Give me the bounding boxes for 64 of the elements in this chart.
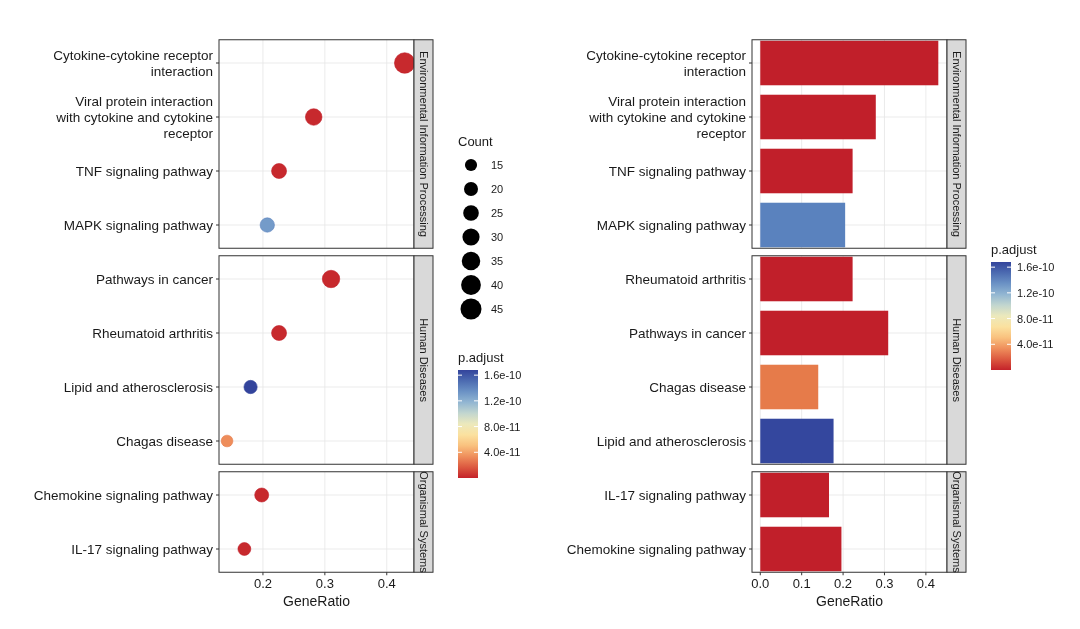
x-tick-label: 0.0: [751, 576, 770, 592]
x-tick-label: 0.2: [834, 576, 853, 592]
x-axis-title: GeneRatio: [283, 593, 351, 610]
y-tick-label: Viral protein interaction with cytokine and cytokine receptor: [55, 93, 214, 141]
bar: [760, 526, 842, 572]
y-tick-label: Chagas disease: [649, 379, 746, 395]
legend-label: 45: [491, 303, 504, 315]
y-tick-label: Pathways in cancer: [95, 271, 214, 287]
text: Environmental Information Processing: [950, 51, 963, 237]
bar: [760, 148, 853, 194]
legend-label: 30: [491, 231, 504, 243]
color-bar-label: 4.0e-11: [1017, 338, 1054, 351]
color-bar-title: p.adjust: [991, 242, 1037, 257]
y-tick-label: Lipid and atherosclerosis: [596, 433, 747, 449]
y-tick-label: Viral protein interaction with cytokine and cytokine receptor: [588, 93, 747, 141]
bar: [760, 364, 819, 410]
color-bar-label: 1.2e-10: [484, 394, 522, 407]
x-axis-title: GeneRatio: [816, 593, 884, 610]
text: Organismal Systems: [950, 471, 963, 574]
y-tick-label: MAPK signaling pathway: [596, 217, 747, 233]
y-tick-label: Chemokine signaling pathway: [33, 487, 214, 503]
legend-label: 35: [491, 255, 504, 267]
bar: [760, 202, 846, 248]
legend-label: 25: [491, 207, 504, 219]
color-bar-label: 1.6e-10: [484, 369, 522, 382]
y-tick-label: Rheumatoid arthritis: [92, 325, 214, 341]
y-tick-label: Chagas disease: [116, 433, 213, 449]
y-tick-label: MAPK signaling pathway: [63, 217, 214, 233]
bar: [760, 94, 876, 140]
y-tick-label: Pathways in cancer: [628, 325, 747, 341]
bar: [760, 418, 834, 464]
bar: [760, 310, 889, 356]
legend-label: 15: [491, 159, 504, 171]
color-bar-title: p.adjust: [458, 350, 504, 365]
text: Organismal Systems: [417, 471, 430, 574]
y-tick-label: Cytokine-cytokine receptor interaction: [586, 47, 747, 79]
y-tick-label: IL-17 signaling pathway: [71, 541, 214, 557]
y-tick-label: IL-17 signaling pathway: [604, 487, 747, 503]
text: Human Diseases: [950, 318, 963, 403]
legend-title: Count: [458, 134, 494, 149]
y-tick-label: Rheumatoid arthritis: [625, 271, 747, 287]
y-tick-label: TNF signaling pathway: [608, 163, 747, 179]
y-tick-label: Cytokine-cytokine receptor interaction: [53, 47, 214, 79]
text: Human Diseases: [417, 318, 430, 403]
y-tick-label: TNF signaling pathway: [75, 163, 214, 179]
x-tick-label: 0.2: [253, 576, 272, 592]
y-tick-label: Lipid and atherosclerosis: [63, 379, 214, 395]
x-tick-label: 0.3: [875, 576, 894, 592]
bar: [760, 256, 853, 302]
color-bar-label: 1.2e-10: [1017, 286, 1055, 299]
x-tick-label: 0.4: [916, 576, 935, 592]
bar: [760, 472, 830, 518]
y-tick-label: Chemokine signaling pathway: [566, 541, 747, 557]
x-tick-label: 0.1: [792, 576, 811, 592]
x-tick-label: 0.3: [315, 576, 334, 592]
legend-label: 20: [491, 183, 504, 195]
text: Environmental Information Processing: [417, 51, 430, 237]
color-bar-label: 8.0e-11: [1017, 312, 1054, 325]
color-bar-label: 4.0e-11: [484, 446, 521, 459]
x-tick-label: 0.4: [377, 576, 396, 592]
color-bar-label: 1.6e-10: [1017, 261, 1055, 274]
bar: [760, 40, 939, 86]
color-bar-label: 8.0e-11: [484, 420, 521, 433]
legend-label: 40: [491, 279, 504, 291]
